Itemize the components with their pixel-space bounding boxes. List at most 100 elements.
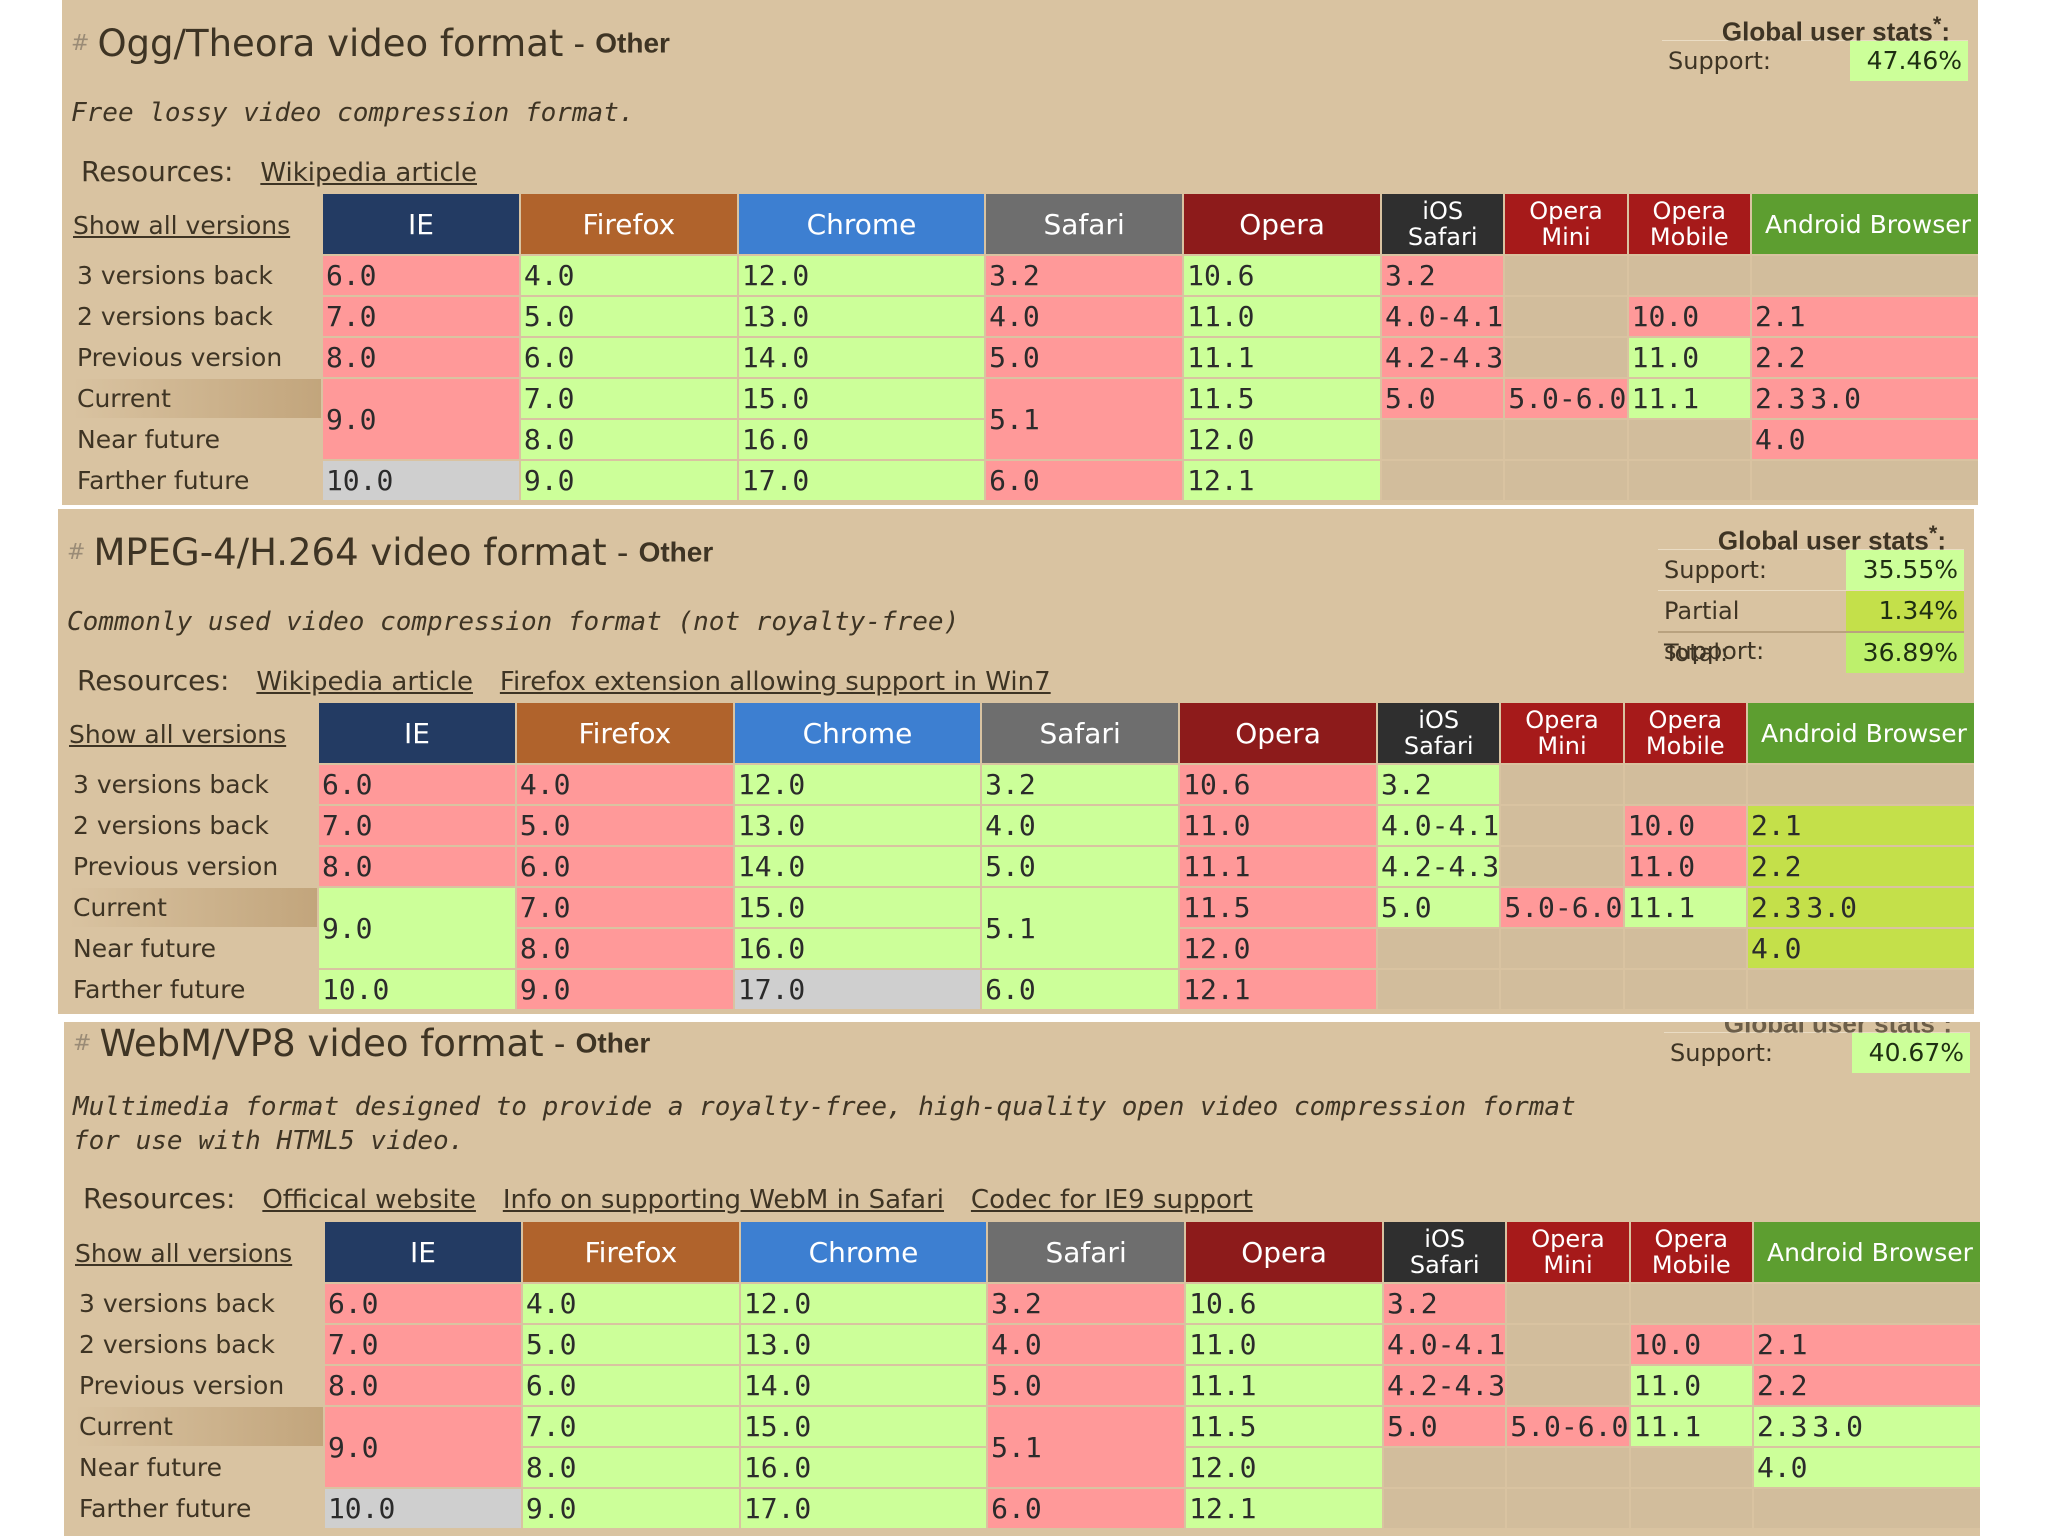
cell-safari: 3.2 — [982, 765, 1179, 804]
resource-link-official-website[interactable]: Officical website — [262, 1185, 476, 1215]
browser-header-safari: Safari — [986, 194, 1183, 254]
version-row-farther-future: Farther future 10.0 9.0 17.0 6.0 12.1 — [69, 970, 1974, 1009]
cell-firefox: 9.0 — [516, 970, 733, 1009]
feature-title: WebM/VP8 video format — [99, 1022, 544, 1065]
browser-header-ie: IE — [324, 1222, 521, 1282]
row-label: Current — [73, 379, 321, 418]
cell-opera-mini — [1507, 1366, 1629, 1405]
cell-ie: 8.0 — [322, 338, 519, 377]
show-all-versions-link[interactable]: Show all versions — [73, 210, 291, 240]
cell-opera-mobile: 11.0 — [1628, 338, 1750, 377]
global-user-stats: Global user stats*: Support: 35.55% Part… — [1658, 517, 1964, 673]
cell-android: 4.0 — [1753, 1448, 1980, 1487]
cell-chrome: 16.0 — [734, 929, 981, 968]
cell-ios-safari: 3.2 — [1378, 765, 1500, 804]
cell-opera-mobile — [1630, 1284, 1752, 1323]
cell-android — [1747, 970, 1974, 1009]
cell-opera: 12.1 — [1184, 461, 1381, 500]
cell-opera: 11.1 — [1184, 338, 1381, 377]
cell-opera: 11.1 — [1186, 1366, 1383, 1405]
cell-opera-mobile — [1624, 929, 1746, 968]
version-row-3-back: 3 versions back 6.0 4.0 12.0 3.2 10.6 3.… — [69, 765, 1974, 804]
feature-webm-vp8: # WebM/VP8 video format - Other Multimedi… — [64, 1022, 1980, 1536]
cell-opera: 11.0 — [1184, 297, 1381, 336]
cell-android: 2.1 — [1747, 806, 1974, 845]
row-label: 2 versions back — [73, 811, 269, 840]
browser-header-ios-safari: iOS Safari — [1378, 703, 1500, 763]
cell-safari: 4.0 — [986, 297, 1183, 336]
anchor-hash-link[interactable]: # — [67, 540, 86, 565]
cell-safari: 5.0 — [982, 847, 1179, 886]
cell-safari: 4.0 — [988, 1325, 1185, 1364]
resource-link-firefox-extension[interactable]: Firefox extension allowing support in Wi… — [499, 667, 1051, 697]
cell-opera-mini — [1505, 338, 1627, 377]
cell-ios-safari: 4.0-4.1 — [1384, 1325, 1506, 1364]
cell-safari: 5.1 — [982, 888, 1179, 968]
resource-link-wikipedia[interactable]: Wikipedia article — [256, 667, 473, 697]
support-table: Show all versions IE Firefox Chrome Safa… — [71, 192, 1978, 502]
cell-opera-mini — [1505, 461, 1627, 500]
cell-opera-mini — [1501, 765, 1623, 804]
cell-opera-mobile: 11.1 — [1628, 379, 1750, 418]
stats-value: 36.89% — [1846, 633, 1964, 673]
global-user-stats: Global user stats*: Support: 40.67% — [1664, 1022, 1970, 1073]
support-table: Show all versions IE Firefox Chrome Safa… — [73, 1220, 1980, 1530]
browser-header-firefox: Firefox — [520, 194, 737, 254]
anchor-hash-link[interactable]: # — [73, 1031, 92, 1056]
resource-link-ie9-codec[interactable]: Codec for IE9 support — [970, 1185, 1253, 1215]
cell-chrome: 17.0 — [738, 461, 985, 500]
cell-android — [1751, 256, 1978, 295]
version-row-farther-future: Farther future 10.0 9.0 17.0 6.0 12.1 — [75, 1489, 1980, 1528]
resource-link-webm-safari[interactable]: Info on supporting WebM in Safari — [502, 1185, 945, 1215]
cell-ie: 10.0 — [322, 461, 519, 500]
row-label: Near future — [79, 1453, 223, 1482]
stats-asterisk: * — [1932, 11, 1942, 36]
show-all-versions-link[interactable]: Show all versions — [75, 1238, 293, 1268]
version-row-current: Current 9.0 7.0 15.0 5.1 11.5 5.0 5.0-6.… — [73, 379, 1978, 459]
cell-android — [1751, 461, 1978, 500]
cell-ie: 9.0 — [322, 379, 519, 459]
cell-chrome: 17.0 — [740, 1489, 987, 1528]
browser-header-chrome: Chrome — [734, 703, 981, 763]
cell-opera-mini — [1501, 847, 1623, 886]
cell-ie: 8.0 — [318, 847, 515, 886]
row-label: Current — [69, 888, 317, 927]
title-separator: - — [606, 533, 639, 572]
browser-header-chrome: Chrome — [740, 1222, 987, 1282]
stats-title: Global user stats*: — [1662, 8, 1968, 47]
cell-android: 2.1 — [1751, 297, 1978, 336]
cell-opera-mini — [1505, 297, 1627, 336]
stats-row-partial: Partial support: 1.34% — [1658, 590, 1964, 665]
version-row-near-future: Near future 8.0 16.0 12.0 4.0 — [69, 929, 1974, 968]
stats-asterisk: * — [1935, 1022, 1943, 1028]
feature-description: Commonly used video compression format (… — [67, 607, 960, 637]
stats-label: Support: — [1664, 556, 1767, 584]
resources-label: Resources: — [77, 664, 230, 697]
show-all-versions-link[interactable]: Show all versions — [69, 719, 287, 749]
cell-opera: 12.0 — [1180, 929, 1377, 968]
resources: Resources: Wikipedia article — [81, 155, 477, 188]
cell-chrome: 13.0 — [734, 806, 981, 845]
cell-android: 4.0 — [1751, 420, 1978, 459]
cell-ios-safari: 4.0-4.1 — [1378, 806, 1500, 845]
cell-opera-mobile: 11.1 — [1624, 888, 1746, 927]
row-label: 2 versions back — [77, 302, 273, 331]
browser-header-safari: Safari — [988, 1222, 1185, 1282]
cell-opera-mobile: 11.0 — [1624, 847, 1746, 886]
cell-opera-mobile: 11.0 — [1630, 1366, 1752, 1405]
feature-ogg-theora: # Ogg/Theora video format - Other Free lo… — [62, 0, 1978, 505]
browser-header-ie: IE — [322, 194, 519, 254]
cell-ios-safari: 4.2-4.3 — [1384, 1366, 1506, 1405]
anchor-hash-link[interactable]: # — [71, 31, 90, 56]
android-version: 3.0 — [1810, 382, 1861, 415]
resource-link-wikipedia[interactable]: Wikipedia article — [260, 158, 477, 188]
cell-ios-safari — [1378, 970, 1500, 1009]
resources: Resources: Officical website Info on sup… — [83, 1182, 1253, 1215]
version-row-near-future: Near future 8.0 16.0 12.0 4.0 — [75, 1448, 1980, 1487]
cell-chrome: 13.0 — [740, 1325, 987, 1364]
android-version: 2.3 — [1754, 382, 1806, 415]
stats-label: Partial support: — [1664, 597, 1765, 665]
browser-header-opera: Opera — [1184, 194, 1381, 254]
row-label: 3 versions back — [79, 1289, 275, 1318]
stats-label: Support: — [1668, 47, 1771, 75]
